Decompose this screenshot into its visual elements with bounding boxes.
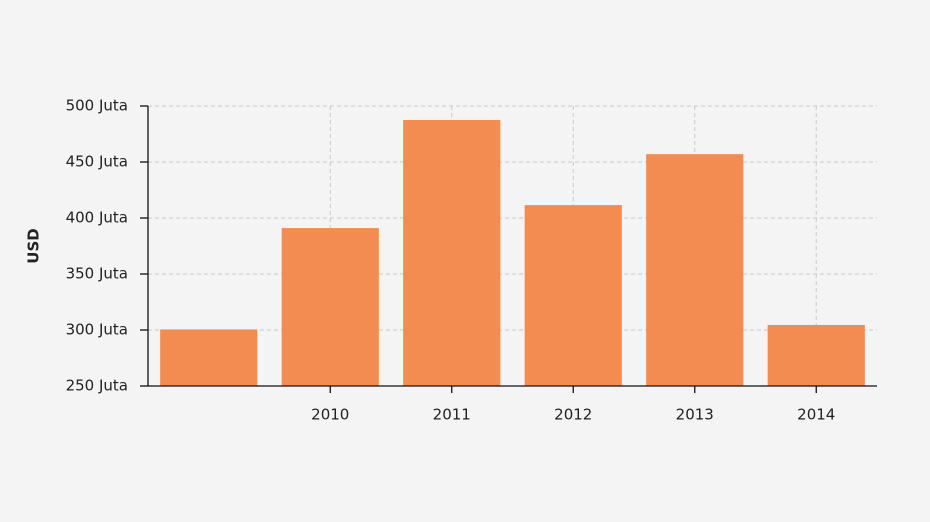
bar	[767, 324, 865, 386]
x-tick-label: 2013	[676, 406, 714, 424]
x-tick-label: 2014	[797, 406, 835, 424]
bar	[524, 205, 622, 386]
y-axis-label: USD	[25, 228, 43, 263]
y-tick-label: 300 Juta	[66, 321, 128, 339]
y-tick-label: 500 Juta	[66, 97, 128, 115]
bar	[646, 154, 744, 386]
y-tick-label: 400 Juta	[66, 209, 128, 227]
x-tick-label: 2011	[433, 406, 471, 424]
bar	[160, 329, 258, 386]
y-tick-label: 250 Juta	[66, 377, 128, 395]
bar	[281, 228, 379, 386]
y-tick-label: 450 Juta	[66, 153, 128, 171]
y-tick-label: 350 Juta	[66, 265, 128, 283]
bar	[403, 120, 501, 386]
x-tick-label: 2012	[554, 406, 592, 424]
x-tick-label: 2010	[311, 406, 349, 424]
